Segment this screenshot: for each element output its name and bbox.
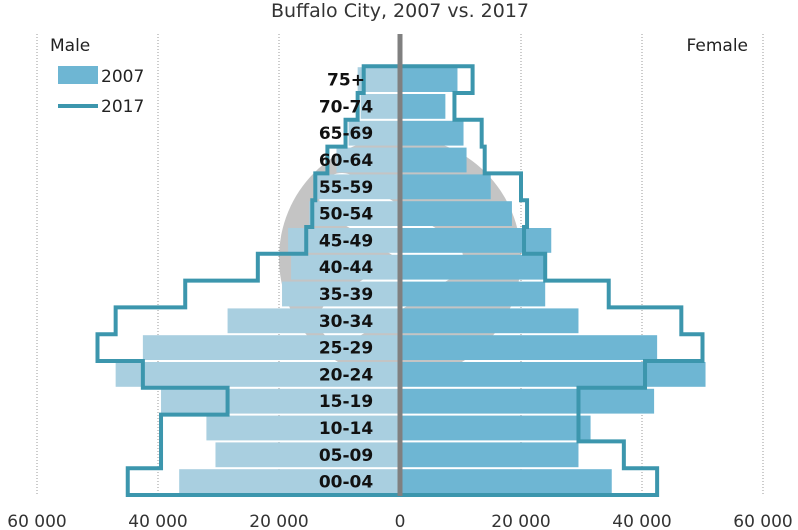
age-label-50-54: 50-54 [319, 205, 374, 225]
age-label-55-59: 55-59 [319, 178, 373, 198]
outline-2017-male [95, 64, 400, 497]
x-tick-label-0: 60 000 [7, 512, 66, 530]
x-tick-label-2: 20 000 [249, 512, 308, 530]
bar-2007-male-40-44 [291, 254, 400, 280]
age-label-20-24: 20-24 [319, 365, 374, 385]
outline-2017 [95, 34, 705, 497]
age-labels: 00-04 05-09 10-14 15-19 20-24 25-29 30-34 35-39… [319, 71, 374, 493]
x-tick-label-3: 0 [395, 512, 406, 530]
age-label-70-74: 70-74 [319, 97, 374, 117]
bar-2007-female-40-44 [400, 254, 546, 280]
bar-2007-male-65-69 [348, 120, 400, 146]
x-tick-label-4: 20 000 [491, 512, 550, 530]
bars-2007 [115, 67, 706, 494]
bar-2007-female-20-24 [400, 362, 706, 387]
bar-2007-female-70-74 [400, 94, 446, 119]
chart-title: Buffalo City, 2007 vs. 2017 [271, 0, 529, 22]
x-tick-labels: 60 000 40 000 20 000 0 20 000 40 000 60 000 [7, 512, 792, 530]
bar-2007-female-45-49 [400, 228, 552, 253]
bar-2007-female-00-04 [400, 469, 612, 494]
outline-2017-female [400, 64, 705, 497]
bar-2007-male-60-64 [336, 147, 400, 173]
x-tick-label-5: 40 000 [612, 512, 671, 530]
age-label-25-29: 25-29 [319, 339, 373, 359]
age-label-05-09: 05-09 [319, 446, 373, 466]
bar-2007-female-60-64 [400, 147, 467, 173]
bar-2007-female-30-34 [400, 308, 579, 334]
x-tick-label-6: 60 000 [733, 512, 792, 530]
bar-2007-male-10-14 [206, 415, 400, 441]
age-label-15-19: 15-19 [319, 392, 373, 412]
bar-2007-female-55-59 [400, 174, 491, 200]
age-label-35-39: 35-39 [319, 285, 373, 305]
male-label: Male [50, 36, 90, 56]
legend-swatch-2007 [58, 66, 98, 84]
age-label-30-34: 30-34 [319, 312, 374, 332]
age-label-10-14: 10-14 [319, 419, 374, 439]
age-label-45-49: 45-49 [319, 231, 373, 251]
bar-2007-male-50-54 [309, 201, 400, 226]
bar-2007-female-15-19 [400, 388, 655, 414]
bar-2007-female-05-09 [400, 442, 579, 468]
age-label-75+: 75+ [327, 71, 365, 91]
age-label-60-64: 60-64 [319, 151, 374, 171]
bar-2007-male-15-19 [161, 388, 400, 414]
bar-2007-female-50-54 [400, 201, 512, 226]
bar-2007-female-65-69 [400, 120, 464, 146]
bar-2007-male-70-74 [360, 94, 400, 119]
age-label-65-69: 65-69 [319, 124, 373, 144]
age-label-00-04: 00-04 [319, 473, 374, 493]
bar-2007-male-20-24 [115, 362, 401, 387]
female-label: Female [687, 36, 748, 56]
bar-2007-female-25-29 [400, 335, 658, 360]
bar-2007-male-55-59 [315, 174, 400, 200]
legend: 2007 2017 [58, 66, 144, 117]
age-label-40-44: 40-44 [319, 258, 374, 278]
legend-label-2017: 2017 [101, 97, 144, 117]
legend-label-2007: 2007 [101, 67, 144, 87]
bar-2007-male-30-34 [227, 308, 400, 334]
bar-2007-male-00-04 [179, 469, 400, 494]
bar-2007-female-10-14 [400, 415, 591, 441]
bar-2007-female-35-39 [400, 281, 546, 307]
bar-2007-female-75+ [400, 67, 458, 92]
bar-2007-male-35-39 [282, 281, 400, 307]
x-tick-label-1: 40 000 [128, 512, 187, 530]
bar-2007-male-25-29 [142, 335, 400, 360]
bar-2007-male-05-09 [215, 442, 400, 468]
